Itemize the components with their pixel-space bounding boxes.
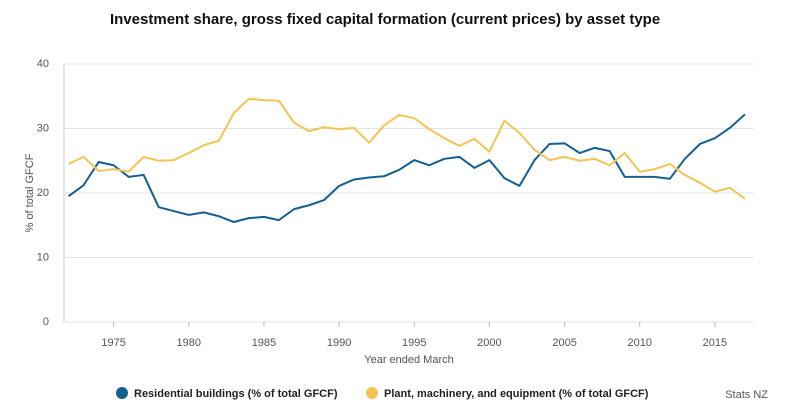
y-tick-label: 40 [37,58,49,70]
x-tick-label: 1980 [177,337,201,349]
y-axis-label: % of total GFCF [24,153,36,232]
data-line [67,113,746,224]
y-tick-label: 20 [37,187,49,199]
x-tick-label: 2000 [477,337,501,349]
legend-label: Plant, machinery, and equipment (% of to… [384,388,649,400]
legend-label: Residential buildings (% of total GFCF) [134,388,338,400]
source: Stats NZ [725,389,768,401]
x-axis-label: Year ended March [364,354,454,366]
y-tick-label: 0 [43,316,49,328]
legend-marker [366,387,378,399]
x-tick-label: 1985 [252,337,276,349]
x-tick-label: 2010 [628,337,652,349]
x-tick-label: 1990 [327,337,351,349]
x-tick-label: 2015 [703,337,727,349]
x-tick-label: 2005 [552,337,576,349]
legend-marker [116,387,128,399]
y-tick-label: 30 [37,122,49,134]
data-line [68,97,746,200]
y-tick-label: 10 [37,251,49,263]
x-tick-label: 1975 [101,337,125,349]
x-tick-label: 1995 [402,337,426,349]
chart-title: Investment share, gross fixed capital fo… [110,11,660,28]
